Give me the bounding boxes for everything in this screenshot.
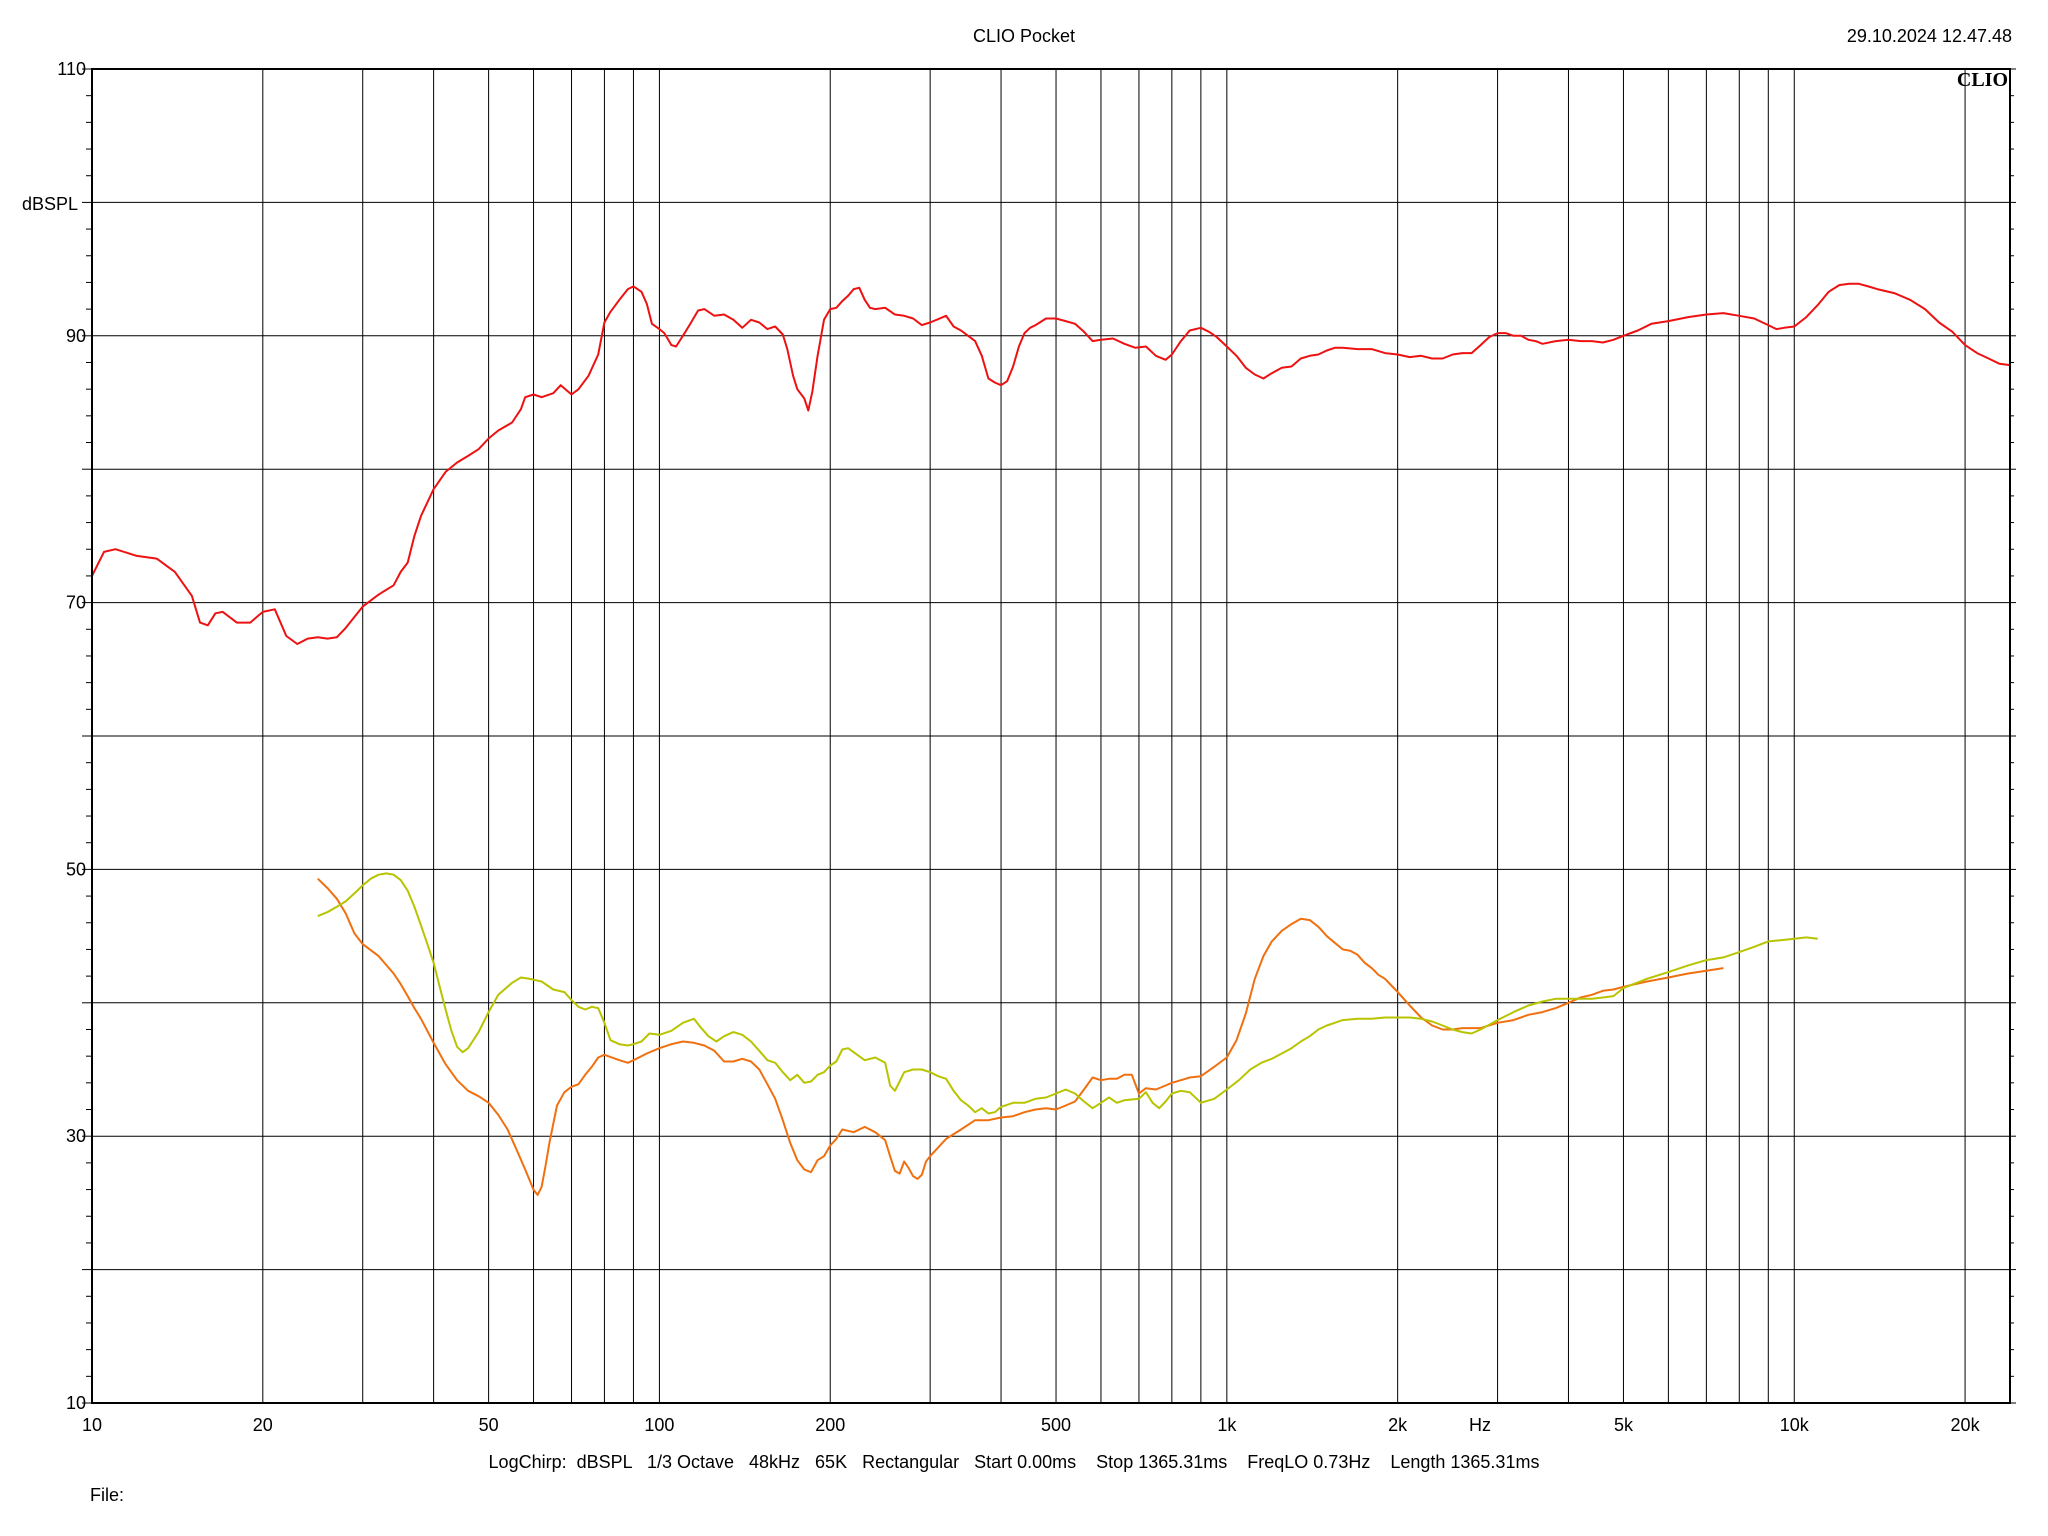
series-line-yellow — [317, 872, 1818, 1115]
x-tick-label: 200 — [815, 1415, 845, 1435]
y-tick-label: 30 — [66, 1126, 86, 1146]
x-tick-label: 20 — [253, 1415, 273, 1435]
y-tick-label: 70 — [66, 593, 86, 613]
y-tick-labels: 110 90 70 50 30 10 — [57, 59, 86, 1413]
chart-title: CLIO Pocket — [973, 26, 1075, 46]
plot-frame — [91, 68, 2011, 1404]
brand-logo-text: CLIO — [1957, 69, 2008, 91]
x-axis-label: Hz — [1469, 1415, 1491, 1435]
y-tick-label: 10 — [66, 1393, 86, 1413]
x-tick-label: 10k — [1780, 1415, 1810, 1435]
timestamp: 29.10.2024 12.47.48 — [1847, 26, 2012, 46]
x-tick-label: 50 — [479, 1415, 499, 1435]
x-tick-label: 20k — [1951, 1415, 1981, 1435]
x-tick-label: 1k — [1217, 1415, 1237, 1435]
y-tick-label: 110 — [57, 59, 86, 79]
x-tick-label: 100 — [644, 1415, 674, 1435]
grid — [82, 68, 2016, 1404]
x-tick-labels: 10 20 50 100 200 500 1k 2k 5k 10k 20k — [82, 1415, 1981, 1435]
x-tick-label: 5k — [1614, 1415, 1634, 1435]
y-tick-label: 90 — [66, 326, 86, 346]
x-tick-label: 500 — [1041, 1415, 1071, 1435]
y-tick-label: 50 — [66, 859, 86, 879]
series-group — [91, 282, 2011, 1196]
y-axis-label: dBSPL — [22, 194, 78, 214]
series-line-red — [91, 282, 2011, 645]
file-label: File: — [90, 1485, 124, 1505]
x-tick-label: 10 — [82, 1415, 102, 1435]
series-line-orange — [317, 877, 1724, 1196]
x-tick-label: 2k — [1388, 1415, 1408, 1435]
measurement-settings: LogChirp: dBSPL 1/3 Octave 48kHz 65K Rec… — [489, 1452, 1540, 1472]
